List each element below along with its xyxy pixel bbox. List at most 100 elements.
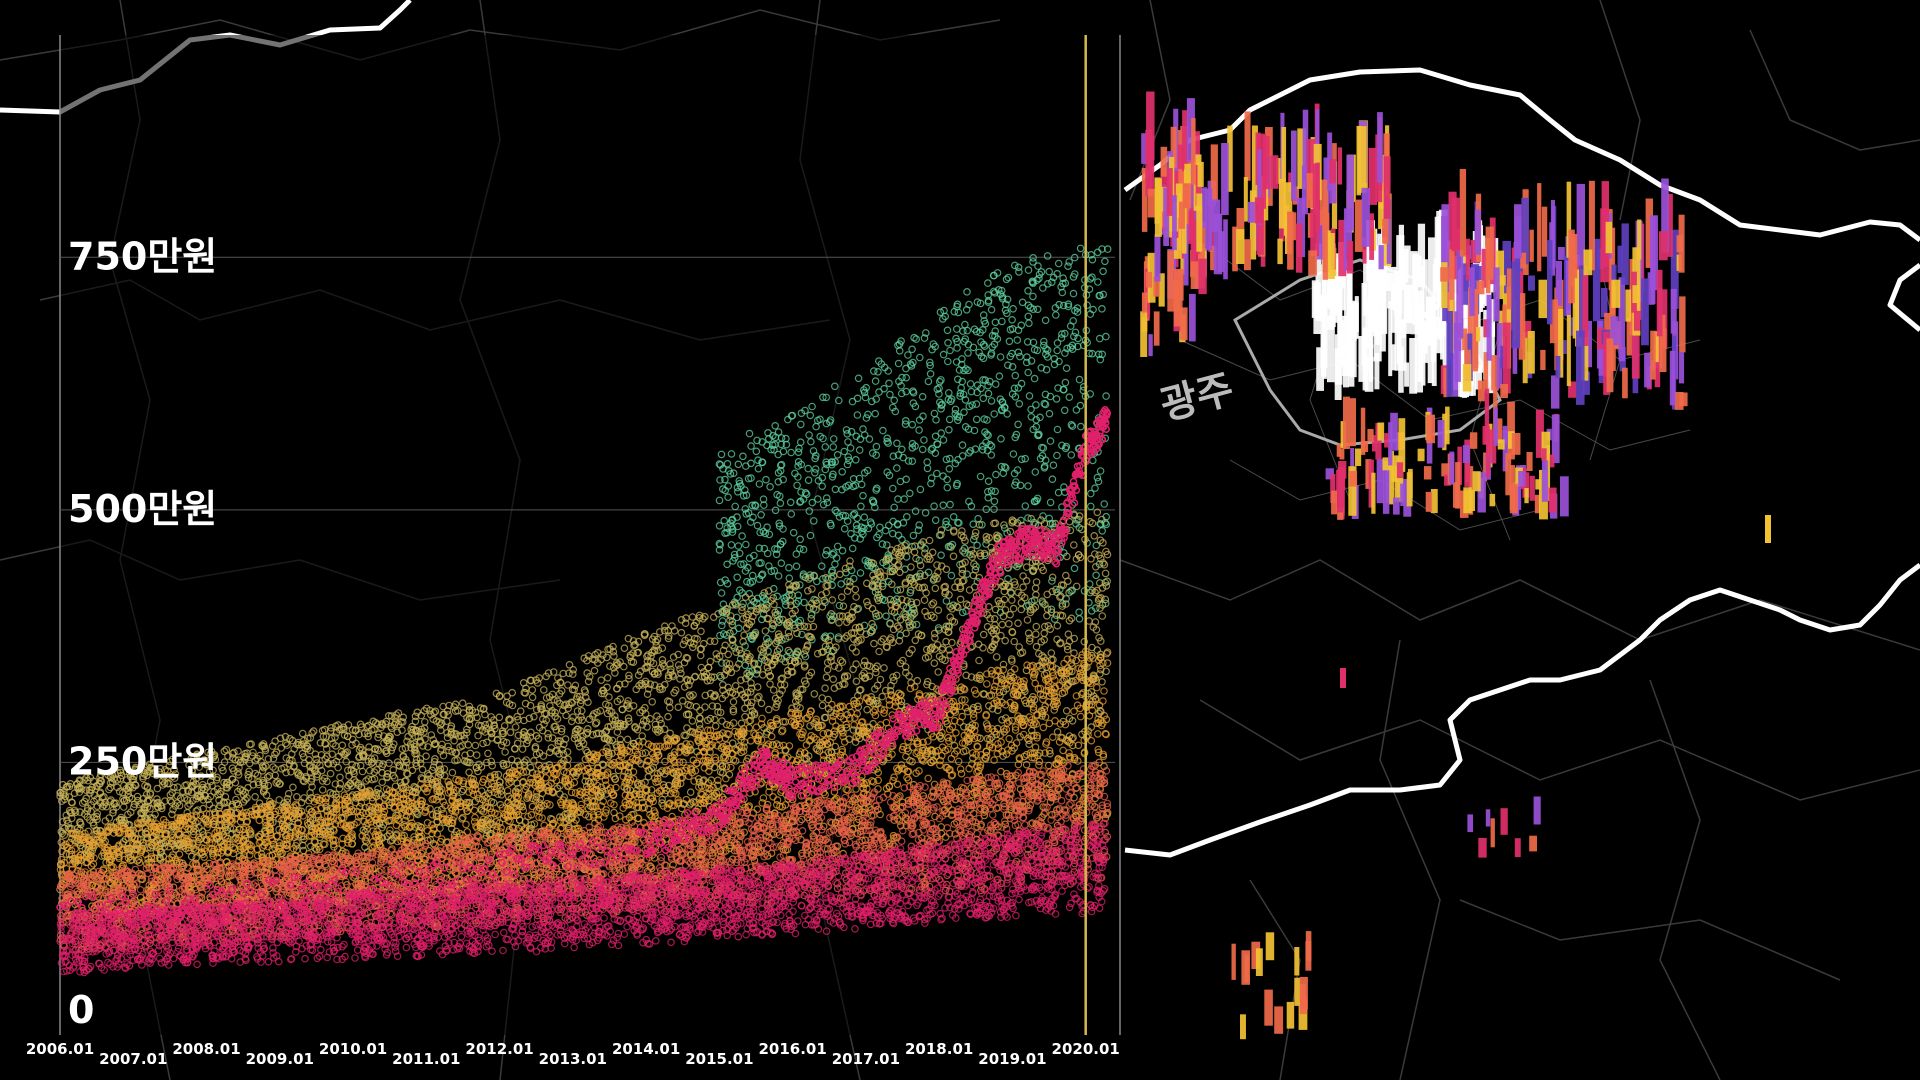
- price-bar: [1529, 475, 1535, 501]
- price-bar: [1277, 238, 1283, 265]
- price-bar: [1443, 367, 1448, 398]
- price-bar: [1409, 338, 1418, 394]
- price-bar: [1483, 309, 1489, 380]
- price-bar: [1477, 472, 1486, 513]
- price-bar: [1388, 301, 1393, 377]
- price-bar: [1632, 285, 1640, 303]
- price-bar: [1346, 154, 1354, 231]
- price-bar: [1247, 201, 1255, 223]
- price-bar: [1588, 180, 1595, 271]
- price-bar: [1600, 208, 1610, 283]
- price-bar: [1670, 288, 1677, 334]
- price-bar: [1349, 398, 1356, 447]
- price-bar: [1223, 219, 1228, 280]
- price-bar: [1527, 331, 1535, 374]
- price-bar: [1637, 219, 1642, 260]
- price-bar: [1520, 252, 1527, 269]
- price-bar: [1638, 285, 1643, 320]
- price-bar: [1446, 249, 1455, 323]
- price-bar: [1302, 109, 1309, 182]
- price-bar: [1374, 353, 1380, 390]
- price-bar: [1327, 315, 1335, 383]
- price-bar: [1549, 299, 1559, 344]
- price-bar: [1505, 453, 1512, 496]
- price-bar: [1459, 169, 1467, 257]
- price-bar: [1283, 182, 1293, 236]
- price-bar: [1281, 127, 1287, 182]
- price-bar: [1622, 367, 1628, 399]
- price-bar: [1521, 197, 1529, 265]
- price-bar: [1661, 178, 1669, 253]
- price-bar: [1446, 311, 1454, 397]
- price-bar: [1500, 345, 1506, 369]
- price-bar: [1344, 260, 1353, 350]
- price-bar: [1667, 193, 1673, 257]
- price-bar: [1601, 288, 1608, 318]
- price-bar: [1360, 407, 1366, 455]
- price-bar: [1391, 455, 1399, 482]
- price-bar: [1650, 330, 1656, 380]
- price-bar: [1383, 156, 1391, 220]
- price-bar: [1437, 420, 1445, 448]
- price-bar: [1301, 165, 1308, 215]
- price-bar: [1339, 448, 1345, 460]
- price-bar: [1653, 331, 1659, 363]
- price-bar: [1582, 371, 1590, 395]
- price-bar: [1576, 330, 1585, 405]
- price-bar: [1551, 375, 1560, 409]
- price-bar: [1502, 304, 1510, 337]
- price-bar: [1346, 241, 1354, 274]
- price-bar: [1337, 507, 1344, 520]
- price-bar: [1361, 283, 1368, 367]
- price-bar: [1489, 429, 1497, 464]
- price-bar: [1326, 233, 1335, 279]
- price-bar: [1262, 136, 1270, 190]
- price-bar: [1347, 328, 1355, 372]
- price-bar: [1456, 249, 1464, 338]
- price-bar: [1576, 183, 1586, 266]
- price-bar: [1373, 278, 1381, 337]
- price-bar: [1597, 327, 1606, 350]
- price-bar: [1336, 443, 1341, 457]
- price-bar: [1472, 309, 1478, 372]
- price-bar: [1340, 315, 1349, 368]
- price-bar: [1502, 322, 1511, 394]
- price-bar: [1529, 229, 1534, 262]
- price-bar: [1358, 336, 1367, 382]
- price-bar: [1391, 344, 1396, 371]
- price-bar: [1356, 125, 1362, 196]
- price-bar: [1244, 111, 1251, 181]
- price-bar: [1445, 406, 1450, 445]
- price-bar: [1316, 347, 1324, 391]
- price-bar: [1583, 249, 1593, 276]
- price-bar: [1670, 229, 1679, 309]
- price-bar: [1382, 457, 1392, 471]
- price-bar: [1462, 364, 1472, 392]
- price-bar: [1610, 316, 1619, 346]
- price-bar: [1372, 435, 1377, 452]
- price-bar: [1592, 238, 1601, 322]
- price-bar: [1650, 215, 1658, 291]
- price-bar: [1312, 163, 1319, 214]
- price-bar: [1394, 465, 1404, 503]
- price-bar: [1375, 423, 1382, 460]
- price-bar: [1355, 448, 1362, 466]
- price-bar: [1598, 349, 1608, 376]
- price-bar: [1316, 209, 1326, 260]
- price-bar: [1534, 494, 1541, 514]
- price-bar: [1572, 269, 1582, 339]
- price-bar: [1507, 401, 1515, 460]
- price-bar: [1320, 296, 1328, 369]
- price-bar: [1581, 330, 1589, 381]
- price-bar: [1506, 268, 1515, 310]
- price-bar: [1645, 198, 1654, 268]
- price-bar: [1338, 219, 1347, 277]
- price-bar: [1424, 311, 1431, 346]
- price-bar: [1416, 255, 1422, 281]
- price-bar: [1512, 338, 1518, 374]
- price-bar: [1377, 112, 1383, 183]
- price-bar: [1500, 384, 1508, 399]
- price-bar: [1669, 350, 1676, 406]
